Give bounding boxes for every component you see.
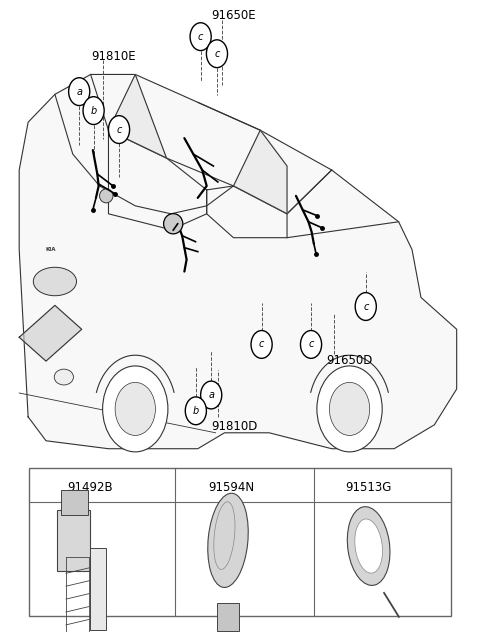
Circle shape bbox=[318, 474, 339, 502]
FancyBboxPatch shape bbox=[60, 490, 88, 515]
FancyBboxPatch shape bbox=[217, 603, 239, 631]
Text: b: b bbox=[188, 483, 194, 493]
Circle shape bbox=[185, 397, 206, 425]
FancyBboxPatch shape bbox=[29, 468, 451, 616]
Text: c: c bbox=[214, 49, 220, 59]
Text: KIA: KIA bbox=[45, 247, 56, 252]
Text: 91492B: 91492B bbox=[67, 482, 113, 494]
Polygon shape bbox=[233, 130, 287, 214]
Circle shape bbox=[103, 366, 168, 452]
Circle shape bbox=[69, 78, 90, 106]
Ellipse shape bbox=[164, 214, 183, 234]
Circle shape bbox=[115, 382, 156, 435]
Circle shape bbox=[251, 331, 272, 358]
FancyBboxPatch shape bbox=[90, 548, 106, 629]
Circle shape bbox=[83, 97, 104, 125]
Circle shape bbox=[206, 40, 228, 68]
Circle shape bbox=[108, 116, 130, 143]
Text: a: a bbox=[208, 390, 214, 400]
FancyBboxPatch shape bbox=[57, 509, 90, 571]
Ellipse shape bbox=[208, 494, 248, 587]
Circle shape bbox=[201, 381, 222, 409]
Circle shape bbox=[355, 293, 376, 320]
Text: b: b bbox=[192, 406, 199, 416]
Circle shape bbox=[329, 382, 370, 435]
Text: b: b bbox=[90, 106, 97, 116]
Text: c: c bbox=[326, 483, 332, 493]
Text: a: a bbox=[47, 483, 54, 493]
Text: c: c bbox=[198, 32, 204, 42]
Polygon shape bbox=[108, 75, 167, 158]
Ellipse shape bbox=[99, 189, 113, 203]
Ellipse shape bbox=[348, 507, 390, 585]
Circle shape bbox=[317, 366, 382, 452]
Ellipse shape bbox=[33, 267, 76, 296]
Ellipse shape bbox=[355, 519, 383, 573]
Text: 91594N: 91594N bbox=[208, 482, 254, 494]
Text: c: c bbox=[259, 339, 264, 349]
Circle shape bbox=[180, 474, 202, 502]
Text: a: a bbox=[76, 87, 82, 97]
Text: c: c bbox=[308, 339, 314, 349]
Ellipse shape bbox=[54, 369, 73, 385]
Text: 91810E: 91810E bbox=[91, 51, 136, 63]
Text: 91650E: 91650E bbox=[211, 9, 256, 22]
Text: c: c bbox=[363, 301, 369, 312]
Circle shape bbox=[40, 474, 61, 502]
Polygon shape bbox=[19, 305, 82, 361]
Circle shape bbox=[190, 23, 211, 51]
Text: 91513G: 91513G bbox=[346, 482, 392, 494]
Text: 91650D: 91650D bbox=[326, 354, 373, 367]
Text: c: c bbox=[116, 125, 122, 135]
Polygon shape bbox=[19, 75, 456, 449]
Text: 91810D: 91810D bbox=[211, 420, 258, 433]
Circle shape bbox=[300, 331, 322, 358]
